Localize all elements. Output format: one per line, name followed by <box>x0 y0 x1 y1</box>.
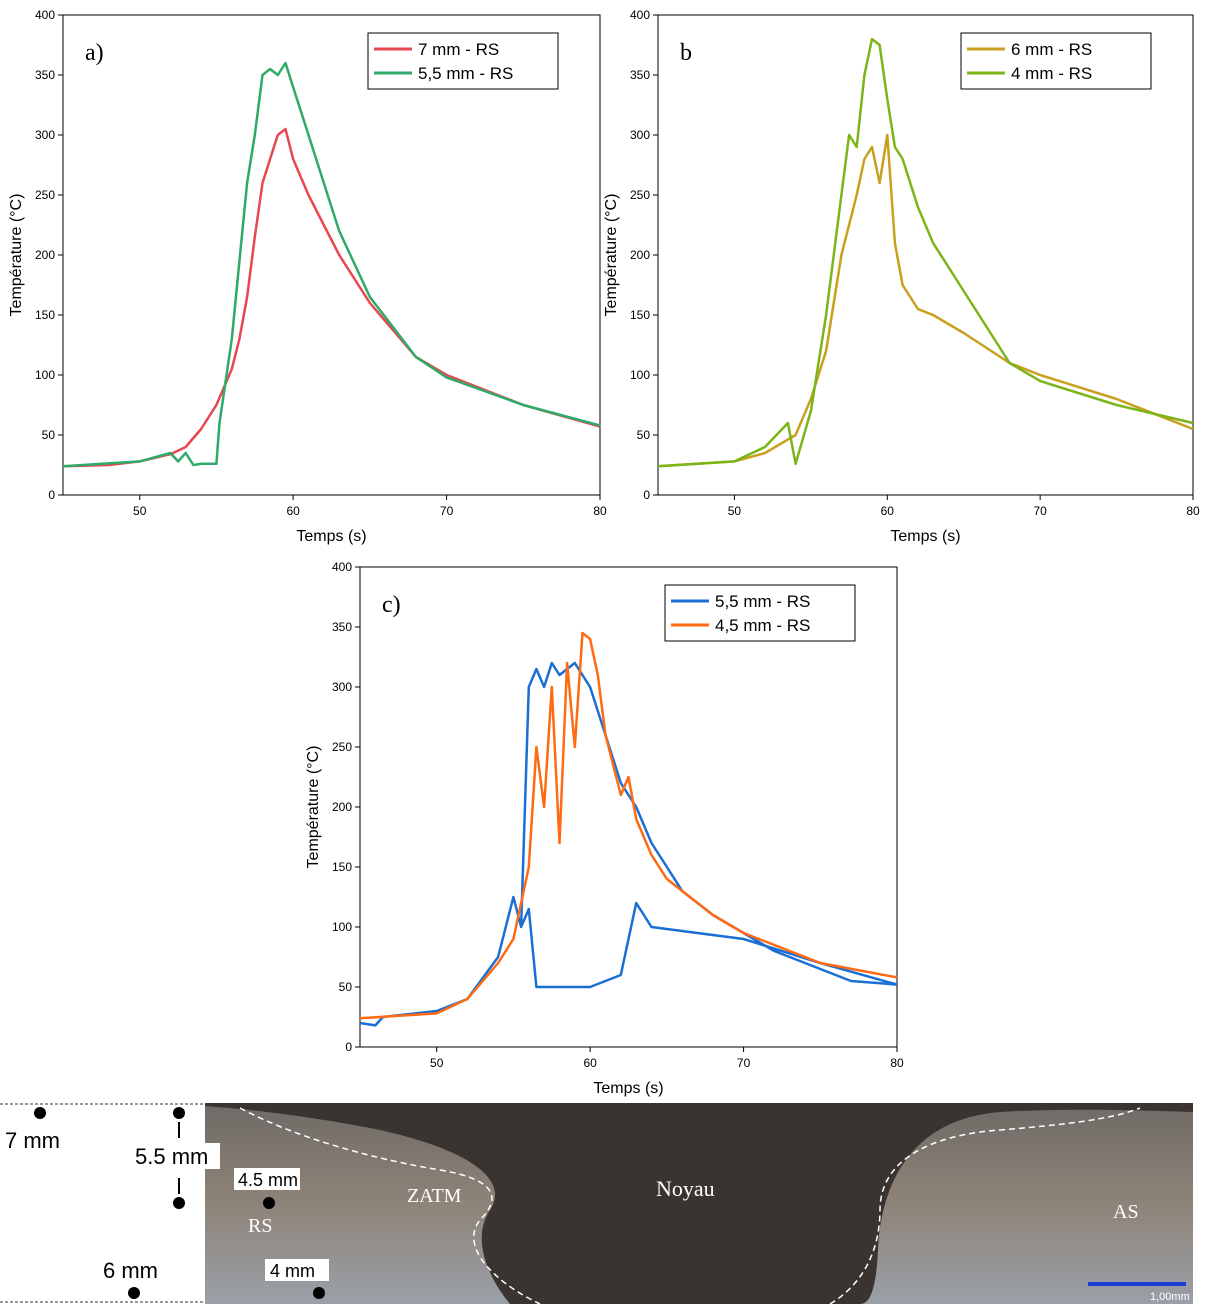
series-line <box>657 133 1194 468</box>
y-tick-label: 100 <box>332 920 352 934</box>
x-tick-label: 70 <box>737 1056 751 1070</box>
y-tick-label: 50 <box>637 428 651 442</box>
legend-label: 5,5 mm - RS <box>418 64 513 83</box>
label: 7 mm <box>5 1128 60 1153</box>
zatm-boundary <box>239 1107 541 1305</box>
series-line <box>62 61 601 468</box>
y-tick-label: 50 <box>339 980 353 994</box>
label: ZATM <box>407 1185 462 1207</box>
x-tick-label: 50 <box>728 504 742 518</box>
y-tick-label: 150 <box>35 308 55 322</box>
y-tick-label: 300 <box>332 680 352 694</box>
as-boundary <box>829 1107 1141 1305</box>
y-tick-label: 0 <box>48 488 55 502</box>
legend-box <box>664 584 856 642</box>
x-tick-label: 70 <box>1033 504 1047 518</box>
chart: 0 50 100 150 200 250 300 350 400 50 60 70 80 Temps (s… <box>603 8 1200 545</box>
y-tick-label: 250 <box>35 188 55 202</box>
series-line <box>359 631 898 1020</box>
label: 5.5 mm <box>135 1144 208 1169</box>
nugget <box>205 1103 1193 1304</box>
x-tick-label: 60 <box>286 504 300 518</box>
dot <box>263 1197 275 1209</box>
panel-label: b <box>680 40 692 66</box>
y-tick-label: 100 <box>35 368 55 382</box>
dot <box>34 1107 46 1119</box>
panel-label: c) <box>382 592 401 618</box>
label: Noyau <box>656 1176 715 1201</box>
dot <box>313 1287 325 1299</box>
x-tick-label: 50 <box>133 504 147 518</box>
x-axis-label: Temps (s) <box>593 1080 663 1097</box>
label: 1,00mm <box>1150 1291 1190 1303</box>
x-tick-label: 80 <box>890 1056 904 1070</box>
y-tick-label: 250 <box>630 188 650 202</box>
y-tick-label: 150 <box>630 308 650 322</box>
label: 4.5 mm <box>238 1170 298 1190</box>
y-tick-label: 400 <box>35 8 55 22</box>
panel-label: a) <box>85 40 104 66</box>
y-tick-label: 250 <box>332 740 352 754</box>
y-tick-label: 400 <box>630 8 650 22</box>
x-axis-label: Temps (s) <box>890 528 960 545</box>
y-tick-label: 350 <box>35 68 55 82</box>
label-bg <box>234 1168 300 1190</box>
x-axis-label: Temps (s) <box>296 528 366 545</box>
x-tick-label: 60 <box>881 504 895 518</box>
legend-label: 6 mm - RS <box>1011 40 1092 59</box>
x-tick-label: 80 <box>593 504 607 518</box>
x-tick-label: 60 <box>583 1056 597 1070</box>
legend-label: 4,5 mm - RS <box>715 616 810 635</box>
series-line <box>359 661 898 1027</box>
label: AS <box>1113 1201 1139 1223</box>
legend-label: 4 mm - RS <box>1011 64 1092 83</box>
x-tick-label: 50 <box>430 1056 444 1070</box>
micrograph: 7 mm 5.5 mm 4.5 mm RS ZATM Noyau AS 6 mm… <box>0 1103 1193 1305</box>
label: 4 mm <box>270 1261 315 1281</box>
y-tick-label: 350 <box>630 68 650 82</box>
scale-bar <box>1088 1282 1186 1286</box>
label: 6 mm <box>103 1258 158 1283</box>
series-line <box>62 127 601 468</box>
legend-box <box>367 32 559 90</box>
y-tick-label: 200 <box>332 800 352 814</box>
label: RS <box>248 1215 272 1237</box>
y-tick-label: 0 <box>643 488 650 502</box>
legend-label: 7 mm - RS <box>418 40 499 59</box>
y-axis-label: Température (°C) <box>8 194 25 317</box>
y-tick-label: 300 <box>35 128 55 142</box>
label-bg <box>130 1143 220 1169</box>
legend-box <box>960 32 1152 90</box>
y-tick-label: 300 <box>630 128 650 142</box>
x-tick-label: 80 <box>1186 504 1200 518</box>
y-tick-label: 100 <box>630 368 650 382</box>
legend-label: 5,5 mm - RS <box>715 592 810 611</box>
label-bg <box>265 1259 329 1281</box>
y-tick-label: 50 <box>42 428 56 442</box>
chart: 0 50 100 150 200 250 300 350 400 50 60 70 80 Temps (s… <box>305 560 904 1097</box>
y-tick-label: 150 <box>332 860 352 874</box>
chart: 0 50 100 150 200 250 300 350 400 50 60 70 80 Temps (s… <box>8 8 607 545</box>
y-tick-label: 400 <box>332 560 352 574</box>
y-axis-label: Température (°C) <box>603 194 620 317</box>
y-tick-label: 350 <box>332 620 352 634</box>
y-tick-label: 200 <box>35 248 55 262</box>
y-tick-label: 0 <box>345 1040 352 1054</box>
series-line <box>657 37 1194 468</box>
x-tick-label: 70 <box>440 504 454 518</box>
dot <box>128 1287 140 1299</box>
dot <box>173 1197 185 1209</box>
y-axis-label: Température (°C) <box>305 746 322 869</box>
dot <box>173 1107 185 1119</box>
y-tick-label: 200 <box>630 248 650 262</box>
